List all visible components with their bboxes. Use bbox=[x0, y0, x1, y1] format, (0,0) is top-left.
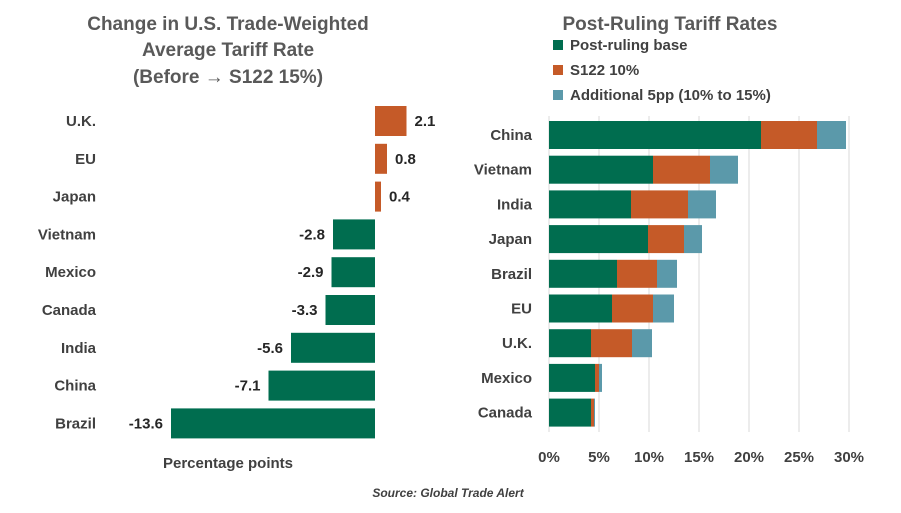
right-category-label-canada: Canada bbox=[478, 405, 533, 422]
left-chart-title: Change in U.S. Trade-Weighted Average Ta… bbox=[87, 14, 369, 88]
right-bar-vietnam-post-ruling-base bbox=[549, 155, 653, 184]
legend-swatch-additional-5pp-10-to-15 bbox=[553, 90, 563, 100]
x-tick-label-5: 5% bbox=[588, 449, 610, 466]
x-tick-label-20: 20% bbox=[734, 449, 764, 466]
left-category-label-eu: EU bbox=[75, 151, 96, 168]
left-value-label-mexico: -2.9 bbox=[298, 264, 324, 281]
left-value-label-vietnam: -2.8 bbox=[299, 226, 325, 243]
right-category-label-brazil: Brazil bbox=[491, 266, 532, 283]
left-value-label-china: -7.1 bbox=[235, 378, 261, 395]
right-chart-title: Post-Ruling Tariff Rates bbox=[563, 14, 778, 35]
right-bar-eu-post-ruling-base bbox=[549, 294, 612, 323]
legend-label-post-ruling-base: Post-ruling base bbox=[570, 37, 688, 54]
legend-swatch-s122-10 bbox=[553, 65, 563, 75]
legend-label-s122-10: S122 10% bbox=[570, 62, 639, 79]
right-bar-eu-s122-10 bbox=[612, 294, 653, 323]
right-bar-brazil-s122-10 bbox=[617, 259, 657, 288]
left-bar-u-k bbox=[375, 106, 407, 136]
left-category-label-japan: Japan bbox=[53, 189, 96, 206]
left-bar-canada bbox=[325, 295, 375, 325]
left-bar-china bbox=[268, 370, 375, 401]
right-bar-canada-s122-10 bbox=[591, 398, 594, 427]
right-category-label-india: India bbox=[497, 196, 533, 213]
right-category-label-u-k: U.K. bbox=[502, 335, 532, 352]
left-value-labels: 2.1 0.8 0.4 -2.8 -2.9 -3.3 -5.6 -7.1 -13.6 bbox=[129, 113, 436, 432]
right-bar-mexico-additional-5pp-10-to-15 bbox=[599, 363, 602, 392]
right-bar-japan-s122-10 bbox=[648, 225, 684, 254]
right-bar-vietnam-s122-10 bbox=[653, 155, 710, 184]
right-bar-u-k-post-ruling-base bbox=[549, 329, 591, 358]
left-value-label-japan: 0.4 bbox=[389, 189, 411, 206]
legend-label-additional-5pp-10-to-15: Additional 5pp (10% to 15%) bbox=[570, 87, 771, 104]
right-bar-brazil-post-ruling-base bbox=[549, 259, 617, 288]
right-category-label-mexico: Mexico bbox=[481, 370, 532, 387]
right-bar-china-s122-10 bbox=[761, 121, 817, 149]
left-x-axis-label: Percentage points bbox=[163, 455, 293, 472]
x-tick-label-30: 30% bbox=[834, 449, 864, 466]
left-bars bbox=[171, 106, 407, 439]
right-x-tick-labels: 0% 5% 10% 15% 20% 25% 30% bbox=[538, 449, 864, 466]
right-category-label-china: China bbox=[490, 127, 532, 144]
right-bar-mexico-s122-10 bbox=[595, 363, 599, 392]
x-tick-label-0: 0% bbox=[538, 449, 560, 466]
right-category-label-japan: Japan bbox=[489, 231, 532, 248]
left-category-label-vietnam: Vietnam bbox=[38, 226, 96, 243]
left-value-label-india: -5.6 bbox=[257, 340, 283, 357]
left-value-label-brazil: -13.6 bbox=[129, 415, 163, 432]
legend-swatch-post-ruling-base bbox=[553, 40, 563, 50]
right-category-label-vietnam: Vietnam bbox=[474, 162, 532, 179]
right-bars bbox=[549, 121, 846, 427]
source-note: Source: Global Trade Alert bbox=[372, 486, 524, 500]
left-category-label-china: China bbox=[54, 378, 96, 395]
x-tick-label-25: 25% bbox=[784, 449, 814, 466]
right-bar-india-additional-5pp-10-to-15 bbox=[688, 190, 716, 219]
right-category-labels: China Vietnam India Japan Brazil EU U.K. Mexico… bbox=[474, 127, 533, 422]
left-category-labels: U.K. EU Japan Vietnam Mexico Canada India China… bbox=[38, 113, 97, 432]
left-bar-brazil bbox=[171, 408, 375, 439]
left-value-label-canada: -3.3 bbox=[292, 302, 318, 319]
right-bar-india-s122-10 bbox=[631, 190, 688, 219]
left-category-label-u-k: U.K. bbox=[66, 113, 96, 130]
right-legend: Post-ruling base S122 10% Additional 5pp (… bbox=[553, 37, 771, 104]
x-tick-label-10: 10% bbox=[634, 449, 664, 466]
right-bar-eu-additional-5pp-10-to-15 bbox=[653, 294, 674, 323]
right-bar-vietnam-additional-5pp-10-to-15 bbox=[710, 155, 738, 184]
left-title-line-2: Average Tariff Rate bbox=[142, 40, 314, 61]
left-value-label-u-k: 2.1 bbox=[415, 113, 436, 130]
right-bar-china-additional-5pp-10-to-15 bbox=[817, 121, 846, 149]
left-category-label-brazil: Brazil bbox=[55, 415, 96, 432]
right-bar-japan-additional-5pp-10-to-15 bbox=[684, 225, 702, 254]
right-bar-mexico-post-ruling-base bbox=[549, 363, 595, 392]
left-bar-japan bbox=[375, 181, 381, 212]
x-tick-label-15: 15% bbox=[684, 449, 714, 466]
left-category-label-canada: Canada bbox=[42, 302, 97, 319]
right-bar-u-k-s122-10 bbox=[591, 329, 632, 358]
right-bar-u-k-additional-5pp-10-to-15 bbox=[632, 329, 652, 358]
left-category-label-mexico: Mexico bbox=[45, 264, 96, 281]
right-bar-japan-post-ruling-base bbox=[549, 225, 648, 254]
right-bar-canada-post-ruling-base bbox=[549, 398, 591, 427]
left-bar-india bbox=[291, 332, 375, 363]
left-title-line-1: Change in U.S. Trade-Weighted bbox=[87, 14, 369, 35]
left-bar-vietnam bbox=[333, 219, 375, 250]
right-bar-china-post-ruling-base bbox=[549, 121, 761, 149]
left-bar-mexico bbox=[331, 257, 375, 288]
left-bar-eu bbox=[375, 143, 387, 174]
left-value-label-eu: 0.8 bbox=[395, 151, 416, 168]
right-bar-canada-additional-5pp-10-to-15 bbox=[594, 398, 595, 427]
left-title-line-3: (Before → S122 15%) bbox=[133, 67, 323, 88]
right-category-label-eu: EU bbox=[511, 301, 532, 318]
right-bar-brazil-additional-5pp-10-to-15 bbox=[657, 259, 677, 288]
left-category-label-india: India bbox=[61, 340, 97, 357]
right-bar-india-post-ruling-base bbox=[549, 190, 631, 219]
